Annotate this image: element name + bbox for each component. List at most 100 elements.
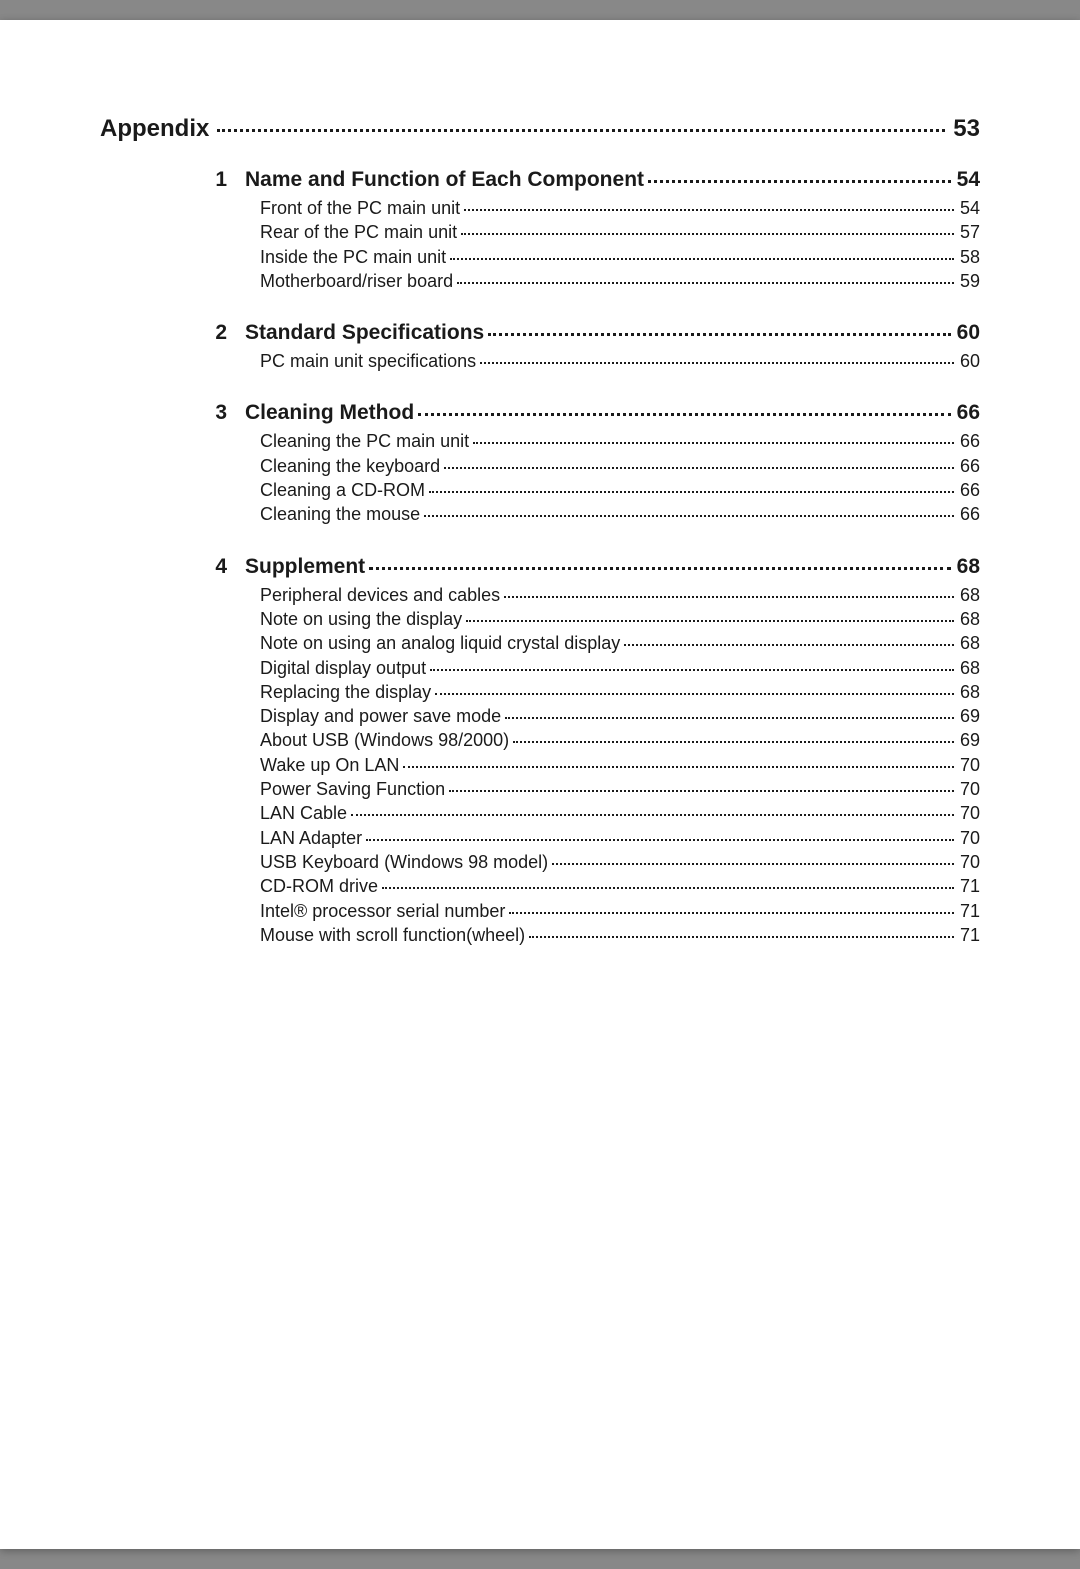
sub-title: Inside the PC main unit	[260, 245, 446, 269]
sub-title: About USB (Windows 98/2000)	[260, 728, 509, 752]
leader-dots	[430, 669, 954, 671]
leader-dots	[444, 467, 954, 469]
toc-sub-row: Display and power save mode 69	[260, 704, 980, 728]
document-page: Appendix 53 1Name and Function of Each C…	[0, 20, 1080, 1549]
toc-sub-row: CD-ROM drive 71	[260, 874, 980, 898]
toc-sub-row: Wake up On LAN 70	[260, 753, 980, 777]
leader-dots	[509, 912, 954, 914]
toc-sub-row: Cleaning the keyboard 66	[260, 454, 980, 478]
section-page-number: 60	[957, 321, 980, 345]
leader-dots	[382, 887, 954, 889]
toc-sub-row: PC main unit specifications 60	[260, 349, 980, 373]
toc-sub-row: Mouse with scroll function(wheel) 71	[260, 923, 980, 947]
leader-dots	[450, 258, 954, 260]
leader-dots	[435, 693, 954, 695]
toc-sub-row: Cleaning a CD-ROM 66	[260, 478, 980, 502]
sub-page-number: 71	[960, 923, 980, 947]
sub-title: Wake up On LAN	[260, 753, 399, 777]
leader-dots	[429, 491, 954, 493]
toc-sub-row: Replacing the display68	[260, 680, 980, 704]
sub-title: Cleaning the keyboard	[260, 454, 440, 478]
toc-sub-row: LAN Cable 70	[260, 801, 980, 825]
leader-dots	[505, 717, 954, 719]
leader-dots	[624, 644, 954, 646]
toc-section-heading-row: 4Supplement68	[207, 555, 980, 579]
leader-dots	[369, 567, 950, 570]
toc-sub-row: Front of the PC main unit54	[260, 196, 980, 220]
leader-dots	[466, 620, 954, 622]
section-page-number: 66	[957, 401, 980, 425]
toc-appendix-row: Appendix 53	[100, 115, 980, 143]
toc-sub-row: Peripheral devices and cables 68	[260, 583, 980, 607]
section-title: Name and Function of Each Component	[245, 168, 644, 192]
sub-title: Front of the PC main unit	[260, 196, 460, 220]
leader-dots	[552, 863, 954, 865]
appendix-label: Appendix	[100, 115, 209, 143]
toc-sub-row: Rear of the PC main unit57	[260, 220, 980, 244]
toc-sub-row: Digital display output68	[260, 656, 980, 680]
sub-page-number: 66	[960, 429, 980, 453]
toc-sub-row: Note on using an analog liquid crystal d…	[260, 631, 980, 655]
leader-dots	[403, 766, 954, 768]
section-number: 1	[207, 168, 245, 192]
sub-page-number: 68	[960, 607, 980, 631]
toc-sub-row: Cleaning the PC main unit 66	[260, 429, 980, 453]
sub-title: Mouse with scroll function(wheel)	[260, 923, 525, 947]
sub-page-number: 71	[960, 874, 980, 898]
section-page-number: 54	[957, 168, 980, 192]
sub-title: Display and power save mode	[260, 704, 501, 728]
sub-page-number: 66	[960, 454, 980, 478]
leader-dots	[351, 814, 954, 816]
sub-title: Peripheral devices and cables	[260, 583, 500, 607]
leader-dots	[513, 741, 954, 743]
toc-sub-row: Inside the PC main unit58	[260, 245, 980, 269]
sub-title: Cleaning a CD-ROM	[260, 478, 425, 502]
toc-sub-row: Intel® processor serial number71	[260, 899, 980, 923]
sub-title: LAN Adapter	[260, 826, 362, 850]
sub-page-number: 60	[960, 349, 980, 373]
section-number: 3	[207, 401, 245, 425]
sub-page-number: 69	[960, 728, 980, 752]
toc-sub-row: Power Saving Function70	[260, 777, 980, 801]
sub-page-number: 66	[960, 478, 980, 502]
sub-title: Cleaning the PC main unit	[260, 429, 469, 453]
leader-dots	[418, 413, 950, 416]
leader-dots	[461, 233, 954, 235]
leader-dots	[488, 333, 950, 336]
leader-dots	[366, 839, 954, 841]
section-title: Standard Specifications	[245, 321, 484, 345]
sub-page-number: 70	[960, 826, 980, 850]
leader-dots	[648, 180, 951, 183]
sub-title: PC main unit specifications	[260, 349, 476, 373]
leader-dots	[504, 596, 954, 598]
toc-section-heading-row: 1Name and Function of Each Component 54	[207, 168, 980, 192]
section-page-number: 68	[957, 555, 980, 579]
sub-title: Digital display output	[260, 656, 426, 680]
sub-page-number: 70	[960, 753, 980, 777]
leader-dots	[424, 515, 954, 517]
sub-title: Rear of the PC main unit	[260, 220, 457, 244]
sub-page-number: 69	[960, 704, 980, 728]
sub-page-number: 59	[960, 269, 980, 293]
sub-page-number: 68	[960, 583, 980, 607]
toc-section: 2Standard Specifications60PC main unit s…	[207, 321, 980, 373]
toc-section: 1Name and Function of Each Component 54 Fr…	[207, 168, 980, 293]
appendix-page-number: 53	[953, 115, 980, 143]
sub-page-number: 71	[960, 899, 980, 923]
leader-dots	[457, 282, 954, 284]
sub-title: LAN Cable	[260, 801, 347, 825]
sub-title: USB Keyboard (Windows 98 model)	[260, 850, 548, 874]
sub-title: CD-ROM drive	[260, 874, 378, 898]
toc-section: 3Cleaning Method66Cleaning the PC main u…	[207, 401, 980, 526]
sub-title: Note on using an analog liquid crystal d…	[260, 631, 620, 655]
section-title: Cleaning Method	[245, 401, 414, 425]
sub-page-number: 70	[960, 850, 980, 874]
section-number: 2	[207, 321, 245, 345]
sub-title: Motherboard/riser board	[260, 269, 453, 293]
leader-dots	[473, 442, 954, 444]
section-number: 4	[207, 555, 245, 579]
leader-dots	[480, 362, 954, 364]
sub-page-number: 70	[960, 801, 980, 825]
sub-page-number: 68	[960, 631, 980, 655]
sub-title: Replacing the display	[260, 680, 431, 704]
